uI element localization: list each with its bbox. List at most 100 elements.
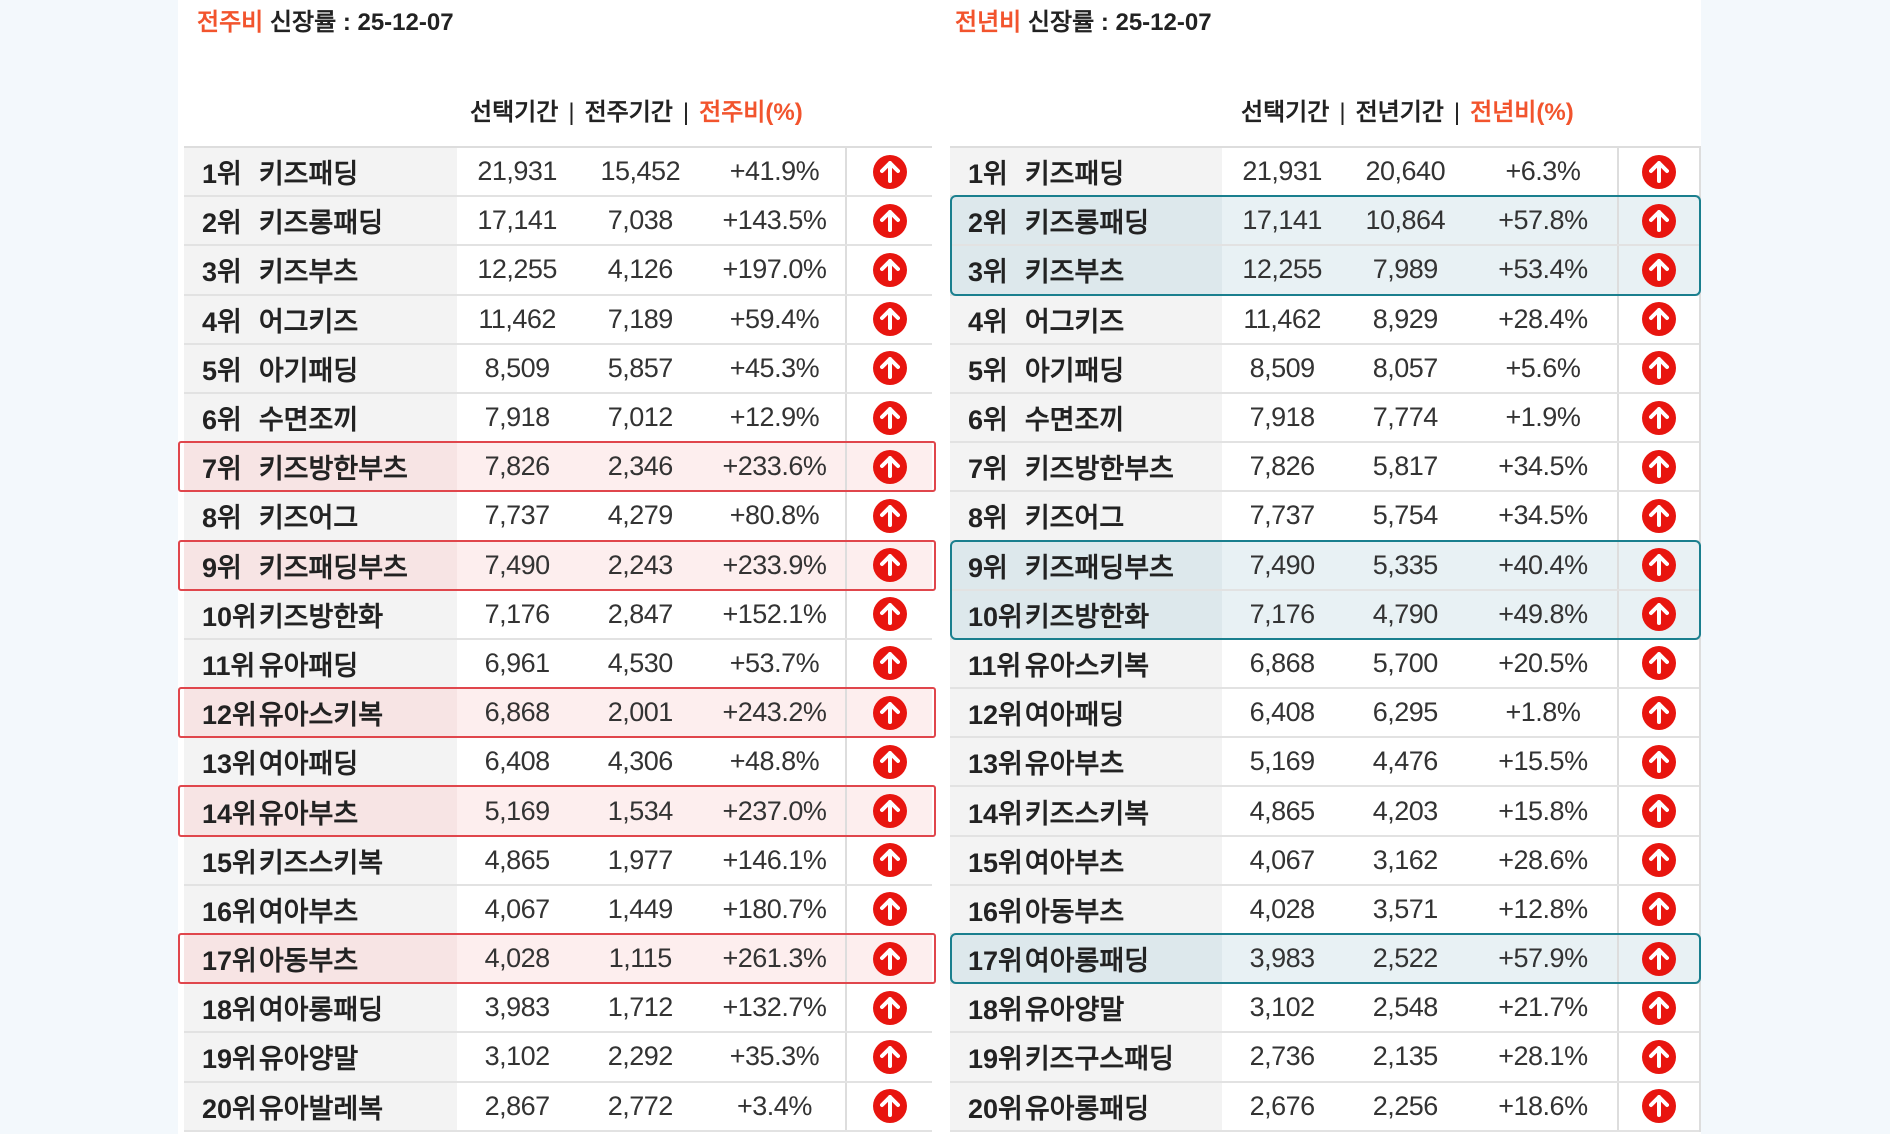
yearly-column-headers: 선택기간 | 전년기간 | 전년비(%)	[1241, 92, 1574, 127]
rank: 14위	[950, 787, 1025, 835]
rank: 12위	[950, 689, 1025, 737]
trend-cell	[1617, 984, 1699, 1032]
keyword: 키즈패딩	[1024, 148, 1223, 196]
arrow-up-circle-icon	[1642, 302, 1677, 337]
arrow-up-circle-icon	[1642, 449, 1677, 484]
arrow-up-circle-icon	[1642, 695, 1677, 730]
trend-cell	[845, 836, 932, 884]
selected-period-value: 7,490	[1249, 549, 1316, 580]
rank: 3위	[950, 246, 1025, 294]
keyword: 여아부츠	[258, 885, 458, 933]
growth-ratio: +20.5%	[1498, 647, 1588, 678]
trend-cell	[1617, 197, 1699, 245]
selected-period-value: 3,983	[1249, 943, 1316, 974]
rank: 1위	[184, 148, 259, 196]
arrow-up-circle-icon	[872, 597, 907, 632]
compare-period-value: 7,989	[1372, 254, 1439, 285]
table-row: 2위 키즈롱패딩 17,141 10,864 +57.8%	[950, 195, 1701, 247]
arrow-up-circle-icon	[872, 892, 907, 927]
keyword: 유아양말	[1024, 984, 1223, 1032]
compare-period-value: 10,864	[1365, 205, 1446, 236]
table-row: 15위 여아부츠 4,067 3,162 +28.6%	[950, 836, 1699, 886]
header-selected: 선택기간	[470, 99, 559, 126]
trend-cell	[845, 443, 932, 491]
rank: 14위	[184, 787, 259, 835]
keyword: 아기패딩	[1024, 344, 1223, 392]
table-row: 9위 키즈패딩부츠 7,490 2,243 +233.9%	[178, 539, 936, 591]
rank: 2위	[184, 197, 259, 245]
arrow-up-circle-icon	[872, 548, 907, 583]
trend-cell	[845, 639, 932, 688]
arrow-up-circle-icon	[1642, 548, 1677, 583]
growth-ratio: +1.9%	[1505, 402, 1581, 433]
rank: 5위	[950, 344, 1025, 392]
selected-period-value: 8,509	[484, 352, 551, 383]
trend-cell	[1617, 443, 1699, 491]
growth-ratio: +5.6%	[1505, 352, 1581, 383]
table-row: 11위 유아패딩 6,961 4,530 +53.7%	[184, 639, 932, 690]
selected-period-value: 8,509	[1249, 352, 1316, 383]
compare-period-value: 7,774	[1372, 402, 1439, 433]
trend-cell	[1617, 935, 1699, 983]
growth-ratio: +57.9%	[1498, 943, 1588, 974]
table-row: 19위 키즈구스패딩 2,736 2,135 +28.1%	[950, 1033, 1699, 1083]
arrow-up-circle-icon	[872, 695, 907, 730]
rank: 11위	[184, 639, 259, 688]
selected-period-value: 3,102	[1249, 992, 1316, 1023]
trend-cell	[845, 541, 932, 589]
growth-ratio: +6.3%	[1505, 156, 1581, 187]
keyword: 키즈패딩	[258, 148, 458, 196]
trend-cell	[1617, 393, 1699, 442]
arrow-up-circle-icon	[1642, 252, 1677, 287]
keyword: 키즈패딩부츠	[1024, 541, 1223, 589]
rank: 7위	[950, 443, 1025, 491]
header-prev-week: 전주기간	[584, 99, 673, 126]
growth-ratio: +28.1%	[1498, 1041, 1588, 1072]
keyword: 어그키즈	[258, 295, 458, 343]
arrow-up-circle-icon	[1642, 794, 1677, 829]
table-row: 13위 여아패딩 6,408 4,306 +48.8%	[184, 738, 932, 788]
yearly-ranking-table: 1위 키즈패딩 21,931 20,640 +6.3% 2위 키즈롱패딩 17,141 10,8…	[950, 146, 1701, 1132]
compare-period-value: 8,929	[1372, 303, 1439, 334]
selected-period-value: 7,176	[484, 598, 551, 629]
selected-period-value: 6,408	[484, 746, 551, 777]
trend-cell	[1617, 590, 1699, 638]
rank: 8위	[950, 492, 1025, 540]
keyword: 아기패딩	[258, 344, 458, 392]
growth-ratio: +15.5%	[1498, 746, 1588, 777]
trend-cell	[1617, 639, 1699, 688]
keyword: 유아롱패딩	[1024, 1082, 1223, 1130]
trend-cell	[845, 148, 932, 196]
selected-period-value: 6,408	[1249, 697, 1316, 728]
selected-period-value: 11,462	[478, 303, 556, 334]
rank: 16위	[184, 885, 259, 933]
rank: 9위	[184, 541, 259, 589]
rank: 1위	[950, 148, 1025, 196]
trend-cell	[1617, 1033, 1699, 1081]
keyword: 키즈방한부츠	[1024, 443, 1223, 491]
trend-cell	[845, 344, 932, 392]
arrow-up-circle-icon	[1642, 498, 1677, 533]
compare-period-value: 1,977	[607, 844, 674, 875]
compare-period-value: 4,306	[607, 746, 674, 777]
keyword: 키즈방한화	[1024, 590, 1223, 638]
rank: 15위	[950, 836, 1025, 884]
growth-ratio: +53.7%	[729, 647, 820, 678]
growth-ratio: +28.6%	[1498, 844, 1588, 875]
rank: 4위	[950, 295, 1025, 343]
rank: 18위	[184, 984, 259, 1032]
arrow-up-circle-icon	[1642, 990, 1677, 1025]
rank: 4위	[184, 295, 259, 343]
table-row: 6위 수면조끼 7,918 7,774 +1.9%	[950, 393, 1699, 444]
selected-period-value: 2,736	[1249, 1041, 1316, 1072]
table-row: 3위 키즈부츠 12,255 7,989 +53.4%	[950, 244, 1701, 296]
arrow-up-circle-icon	[872, 449, 907, 484]
selected-period-value: 12,255	[1242, 254, 1322, 285]
keyword: 유아스키복	[1024, 639, 1223, 688]
compare-period-value: 2,001	[607, 697, 674, 728]
keyword: 여아부츠	[1024, 836, 1223, 884]
growth-ratio: +233.6%	[722, 451, 827, 482]
keyword: 키즈부츠	[1024, 246, 1223, 294]
rank: 2위	[950, 197, 1025, 245]
table-row: 20위 유아롱패딩 2,676 2,256 +18.6%	[950, 1082, 1699, 1132]
